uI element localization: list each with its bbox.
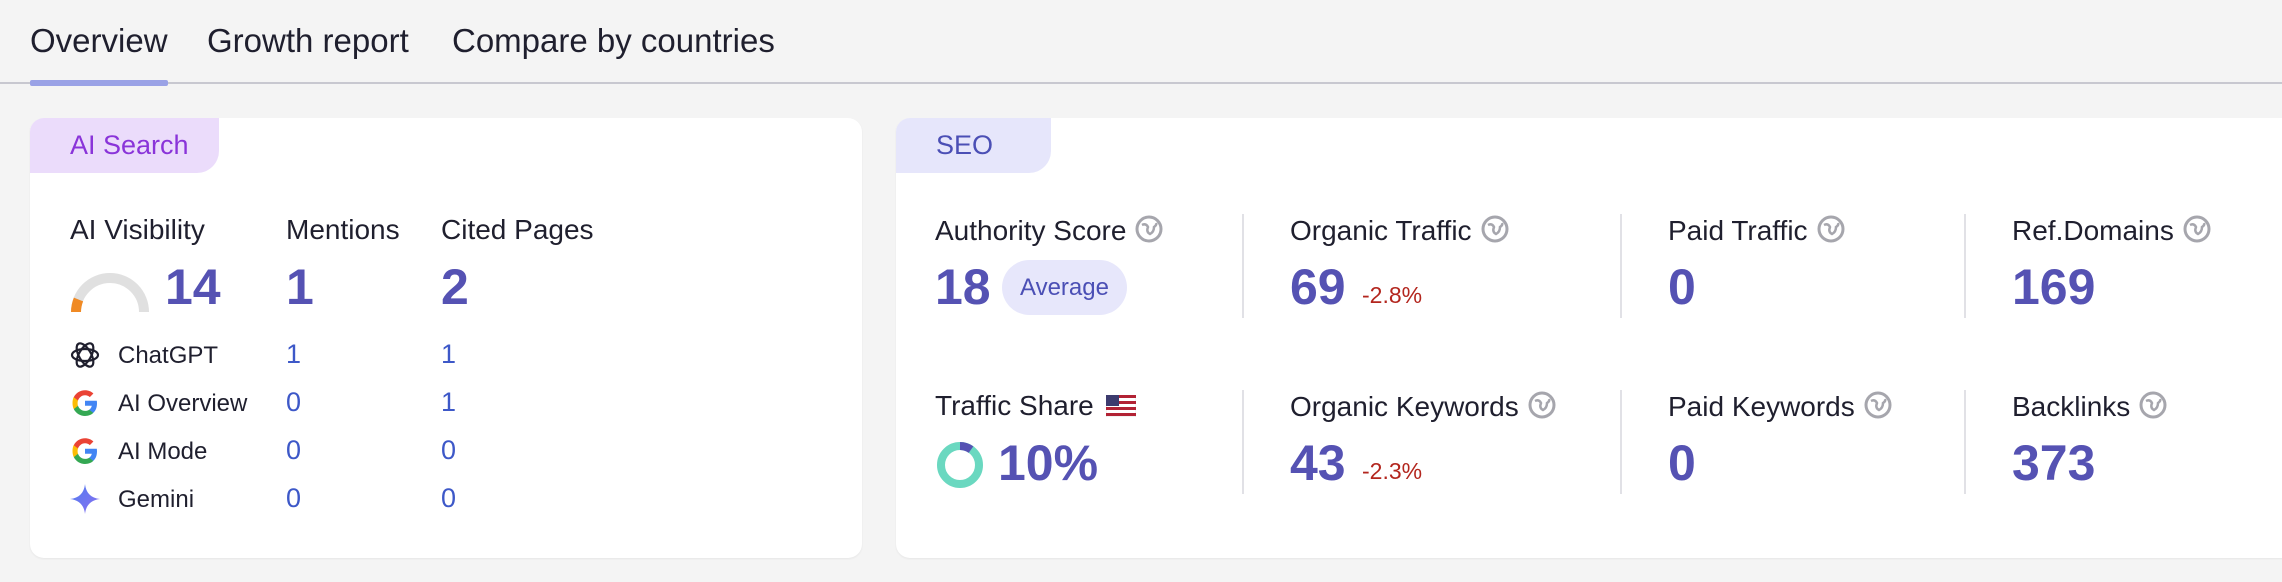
tab-bar: Overview Growth report Compare by countr…: [0, 0, 2282, 86]
divider: [1964, 214, 1966, 318]
divider: [1620, 214, 1622, 318]
ai-search-tag: AI Search: [30, 118, 219, 173]
ai-search-card: AI Search AI Visibility 14 Mentions 1 Ci…: [30, 118, 862, 558]
organic-keywords-delta: -2.3%: [1362, 458, 1423, 484]
source-mentions-ai-mode[interactable]: 0: [286, 435, 302, 465]
traffic-share-value[interactable]: 10%: [998, 435, 1099, 491]
ref-domains-label: Ref.Domains: [2012, 214, 2212, 247]
visibility-gauge-icon: [71, 273, 149, 313]
backlinks-label: Backlinks: [2012, 390, 2168, 423]
gemini-icon: [70, 484, 100, 514]
ref-domains-value[interactable]: 169: [2012, 259, 2096, 315]
tab-overview[interactable]: Overview: [30, 22, 168, 86]
traffic-share-label: Traffic Share: [935, 390, 1136, 422]
globe-icon: [2183, 215, 2211, 243]
google-icon: [72, 390, 97, 416]
organic-traffic-label: Organic Traffic: [1290, 214, 1510, 247]
globe-icon: [1135, 215, 1163, 243]
chatgpt-icon: [70, 342, 100, 368]
authority-score-badge: Average: [1002, 260, 1127, 315]
paid-keywords-label: Paid Keywords: [1668, 390, 1893, 423]
seo-card: SEO Authority Score 18 Average Organic T…: [896, 118, 2282, 558]
source-label-ai-overview: AI Overview: [118, 390, 248, 417]
us-flag-icon: [1105, 394, 1136, 418]
source-label-ai-mode: AI Mode: [118, 438, 208, 465]
ai-visibility-label: AI Visibility: [70, 214, 205, 245]
organic-keywords-label: Organic Keywords: [1290, 390, 1557, 423]
seo-tag: SEO: [896, 118, 1051, 173]
authority-score-label: Authority Score: [935, 214, 1164, 247]
globe-icon: [1481, 215, 1509, 243]
divider: [1242, 214, 1244, 318]
source-mentions-gemini[interactable]: 0: [286, 483, 302, 513]
cited-pages-value[interactable]: 2: [441, 259, 469, 315]
mentions-value[interactable]: 1: [286, 259, 314, 315]
globe-icon: [1864, 391, 1892, 419]
tab-growth-report[interactable]: Growth report: [207, 22, 409, 59]
paid-traffic-label: Paid Traffic: [1668, 214, 1846, 247]
source-mentions-ai-overview[interactable]: 0: [286, 387, 302, 417]
source-mentions-chatgpt[interactable]: 1: [286, 339, 302, 369]
source-cited-gemini[interactable]: 0: [441, 483, 457, 513]
tab-compare-by-countries[interactable]: Compare by countries: [452, 22, 775, 59]
mentions-label: Mentions: [286, 214, 400, 245]
cited-pages-label: Cited Pages: [441, 214, 594, 245]
paid-keywords-value[interactable]: 0: [1668, 435, 1696, 491]
source-cited-ai-mode[interactable]: 0: [441, 435, 457, 465]
paid-traffic-value[interactable]: 0: [1668, 259, 1696, 315]
source-label-gemini: Gemini: [118, 486, 195, 513]
google-icon: [72, 438, 97, 464]
divider: [1620, 390, 1622, 494]
authority-score-value[interactable]: 18: [935, 259, 991, 315]
divider: [1964, 390, 1966, 494]
organic-keywords-value[interactable]: 43: [1290, 435, 1346, 491]
divider: [1242, 390, 1244, 494]
source-cited-ai-overview[interactable]: 1: [441, 387, 457, 417]
source-label-chatgpt: ChatGPT: [118, 342, 219, 369]
ai-visibility-value: 14: [165, 259, 221, 315]
globe-icon: [2139, 391, 2167, 419]
organic-traffic-delta: -2.8%: [1362, 282, 1423, 308]
traffic-share-donut-icon: [937, 442, 983, 488]
backlinks-value[interactable]: 373: [2012, 435, 2096, 491]
organic-traffic-value[interactable]: 69: [1290, 259, 1346, 315]
globe-icon: [1817, 215, 1845, 243]
source-cited-chatgpt[interactable]: 1: [441, 339, 457, 369]
globe-icon: [1528, 391, 1556, 419]
